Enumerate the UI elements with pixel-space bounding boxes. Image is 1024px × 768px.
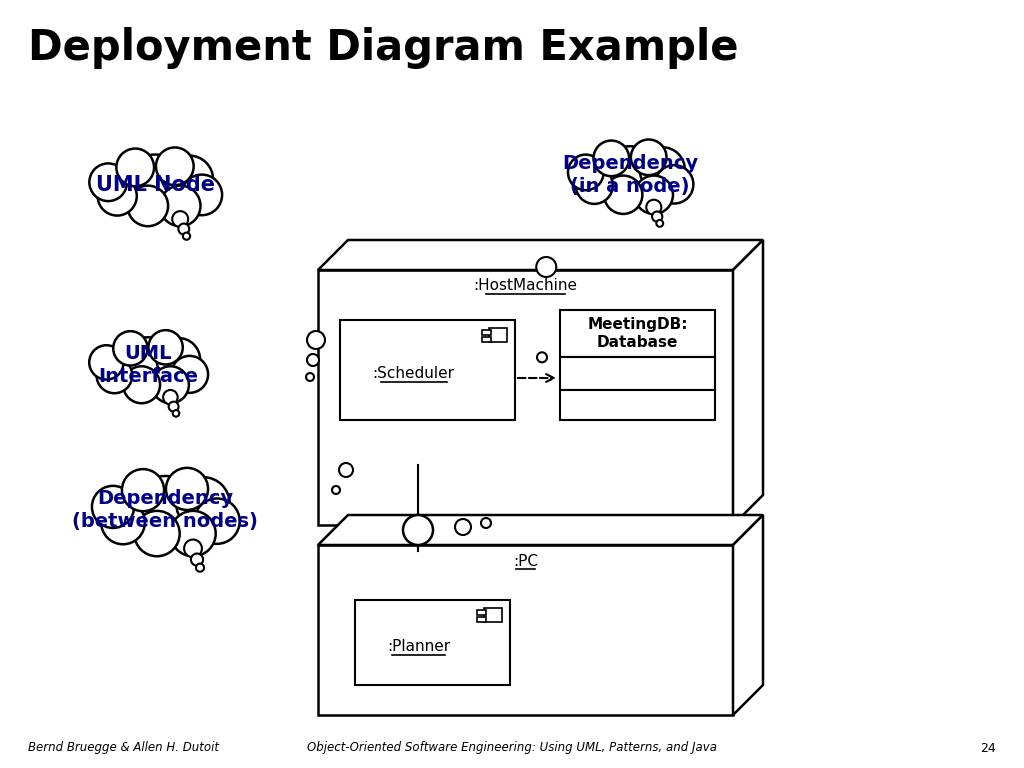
- Circle shape: [120, 337, 176, 392]
- Circle shape: [156, 147, 194, 185]
- Polygon shape: [318, 240, 763, 270]
- Text: MeetingDB:
Database: MeetingDB: Database: [587, 317, 688, 350]
- Circle shape: [122, 469, 164, 511]
- Bar: [318, 545, 733, 715]
- Text: 24: 24: [980, 741, 996, 754]
- Circle shape: [481, 518, 490, 528]
- Circle shape: [148, 330, 182, 365]
- Bar: [477, 610, 486, 615]
- Bar: [560, 390, 715, 420]
- Circle shape: [195, 498, 240, 544]
- Circle shape: [537, 353, 547, 362]
- Circle shape: [131, 476, 199, 544]
- Circle shape: [169, 402, 178, 412]
- Circle shape: [101, 501, 144, 545]
- Circle shape: [178, 223, 189, 234]
- Circle shape: [152, 366, 188, 403]
- Circle shape: [339, 463, 353, 477]
- Bar: [340, 320, 515, 420]
- Circle shape: [166, 468, 208, 510]
- Circle shape: [89, 346, 124, 379]
- Circle shape: [631, 140, 667, 175]
- Circle shape: [134, 511, 179, 556]
- Circle shape: [635, 176, 673, 214]
- Circle shape: [160, 186, 201, 227]
- Circle shape: [306, 373, 314, 381]
- Text: Object-Oriented Software Engineering: Using UML, Patterns, and Java: Object-Oriented Software Engineering: Us…: [307, 741, 717, 754]
- Circle shape: [97, 177, 137, 216]
- Circle shape: [403, 515, 433, 545]
- Circle shape: [332, 486, 340, 494]
- Circle shape: [172, 211, 188, 227]
- Circle shape: [176, 477, 229, 531]
- Circle shape: [594, 141, 629, 176]
- Circle shape: [165, 156, 213, 204]
- Text: :HostMachine: :HostMachine: [473, 279, 578, 293]
- Circle shape: [128, 186, 168, 227]
- Circle shape: [646, 200, 662, 215]
- Text: :PC: :PC: [513, 554, 538, 568]
- Text: Dependency
(in a node): Dependency (in a node): [562, 154, 698, 197]
- Bar: [477, 617, 486, 622]
- Circle shape: [196, 564, 204, 571]
- Circle shape: [114, 331, 147, 366]
- Circle shape: [171, 356, 208, 393]
- Circle shape: [640, 147, 685, 193]
- Bar: [560, 310, 715, 357]
- Circle shape: [575, 167, 612, 204]
- Bar: [482, 337, 490, 342]
- Text: Dependency
(between nodes): Dependency (between nodes): [72, 488, 258, 531]
- Bar: [355, 600, 510, 685]
- Bar: [489, 328, 507, 342]
- Bar: [560, 357, 715, 390]
- Circle shape: [173, 410, 179, 417]
- Circle shape: [604, 176, 642, 214]
- Text: Bernd Bruegge & Allen H. Dutoit: Bernd Bruegge & Allen H. Dutoit: [28, 741, 219, 754]
- Circle shape: [89, 164, 127, 201]
- Circle shape: [656, 220, 664, 227]
- Circle shape: [652, 211, 663, 222]
- Circle shape: [568, 154, 603, 190]
- Circle shape: [307, 331, 325, 349]
- Bar: [318, 270, 733, 525]
- Circle shape: [125, 154, 185, 216]
- Circle shape: [190, 554, 203, 566]
- Text: UML Node: UML Node: [95, 175, 214, 195]
- Polygon shape: [733, 515, 763, 715]
- Circle shape: [170, 511, 216, 556]
- Text: :Scheduler: :Scheduler: [373, 366, 455, 382]
- Text: Deployment Diagram Example: Deployment Diagram Example: [28, 27, 738, 69]
- Circle shape: [537, 257, 556, 277]
- Circle shape: [184, 540, 202, 558]
- Circle shape: [601, 146, 658, 204]
- Circle shape: [117, 148, 154, 187]
- Bar: [484, 608, 502, 622]
- Polygon shape: [318, 515, 763, 545]
- Circle shape: [163, 390, 177, 405]
- Polygon shape: [733, 240, 763, 525]
- Circle shape: [92, 486, 134, 528]
- Circle shape: [183, 233, 190, 240]
- Circle shape: [455, 519, 471, 535]
- Circle shape: [655, 165, 693, 204]
- Circle shape: [157, 338, 200, 382]
- Circle shape: [181, 174, 222, 215]
- Bar: [482, 330, 490, 335]
- Circle shape: [123, 366, 160, 403]
- Text: UML
Interface: UML Interface: [98, 344, 198, 386]
- Text: :Planner: :Planner: [387, 639, 451, 654]
- Circle shape: [96, 358, 132, 393]
- Circle shape: [307, 354, 319, 366]
